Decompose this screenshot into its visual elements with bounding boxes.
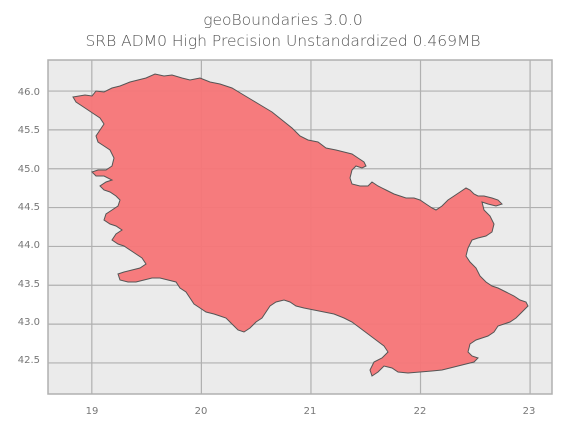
x-axis-ticks: 19 20 21 22 23 xyxy=(86,406,536,417)
y-tick-label: 44.0 xyxy=(18,240,40,251)
x-tick-label: 22 xyxy=(414,406,427,417)
y-tick-label: 44.5 xyxy=(18,202,40,213)
title-line-2: SRB ADM0 High Precision Unstandardized 0… xyxy=(85,32,481,50)
y-axis-ticks: 46.0 45.5 45.0 44.5 44.0 43.5 43.0 42.5 xyxy=(18,87,40,366)
x-tick-label: 19 xyxy=(86,406,99,417)
x-tick-label: 21 xyxy=(304,406,317,417)
y-tick-label: 42.5 xyxy=(18,355,40,366)
serbia-boundary-shape xyxy=(72,73,529,377)
y-tick-label: 43.5 xyxy=(18,279,40,290)
x-tick-label: 23 xyxy=(523,406,536,417)
y-tick-label: 46.0 xyxy=(18,87,40,98)
map-title: geoBoundaries 3.0.0 SRB ADM0 High Precis… xyxy=(0,10,566,52)
y-tick-label: 45.0 xyxy=(18,164,40,175)
plot-frame xyxy=(47,59,553,395)
title-line-1: geoBoundaries 3.0.0 xyxy=(203,11,363,29)
y-tick-label: 43.0 xyxy=(18,317,40,328)
x-tick-label: 20 xyxy=(195,406,208,417)
y-tick-label: 45.5 xyxy=(18,125,40,136)
